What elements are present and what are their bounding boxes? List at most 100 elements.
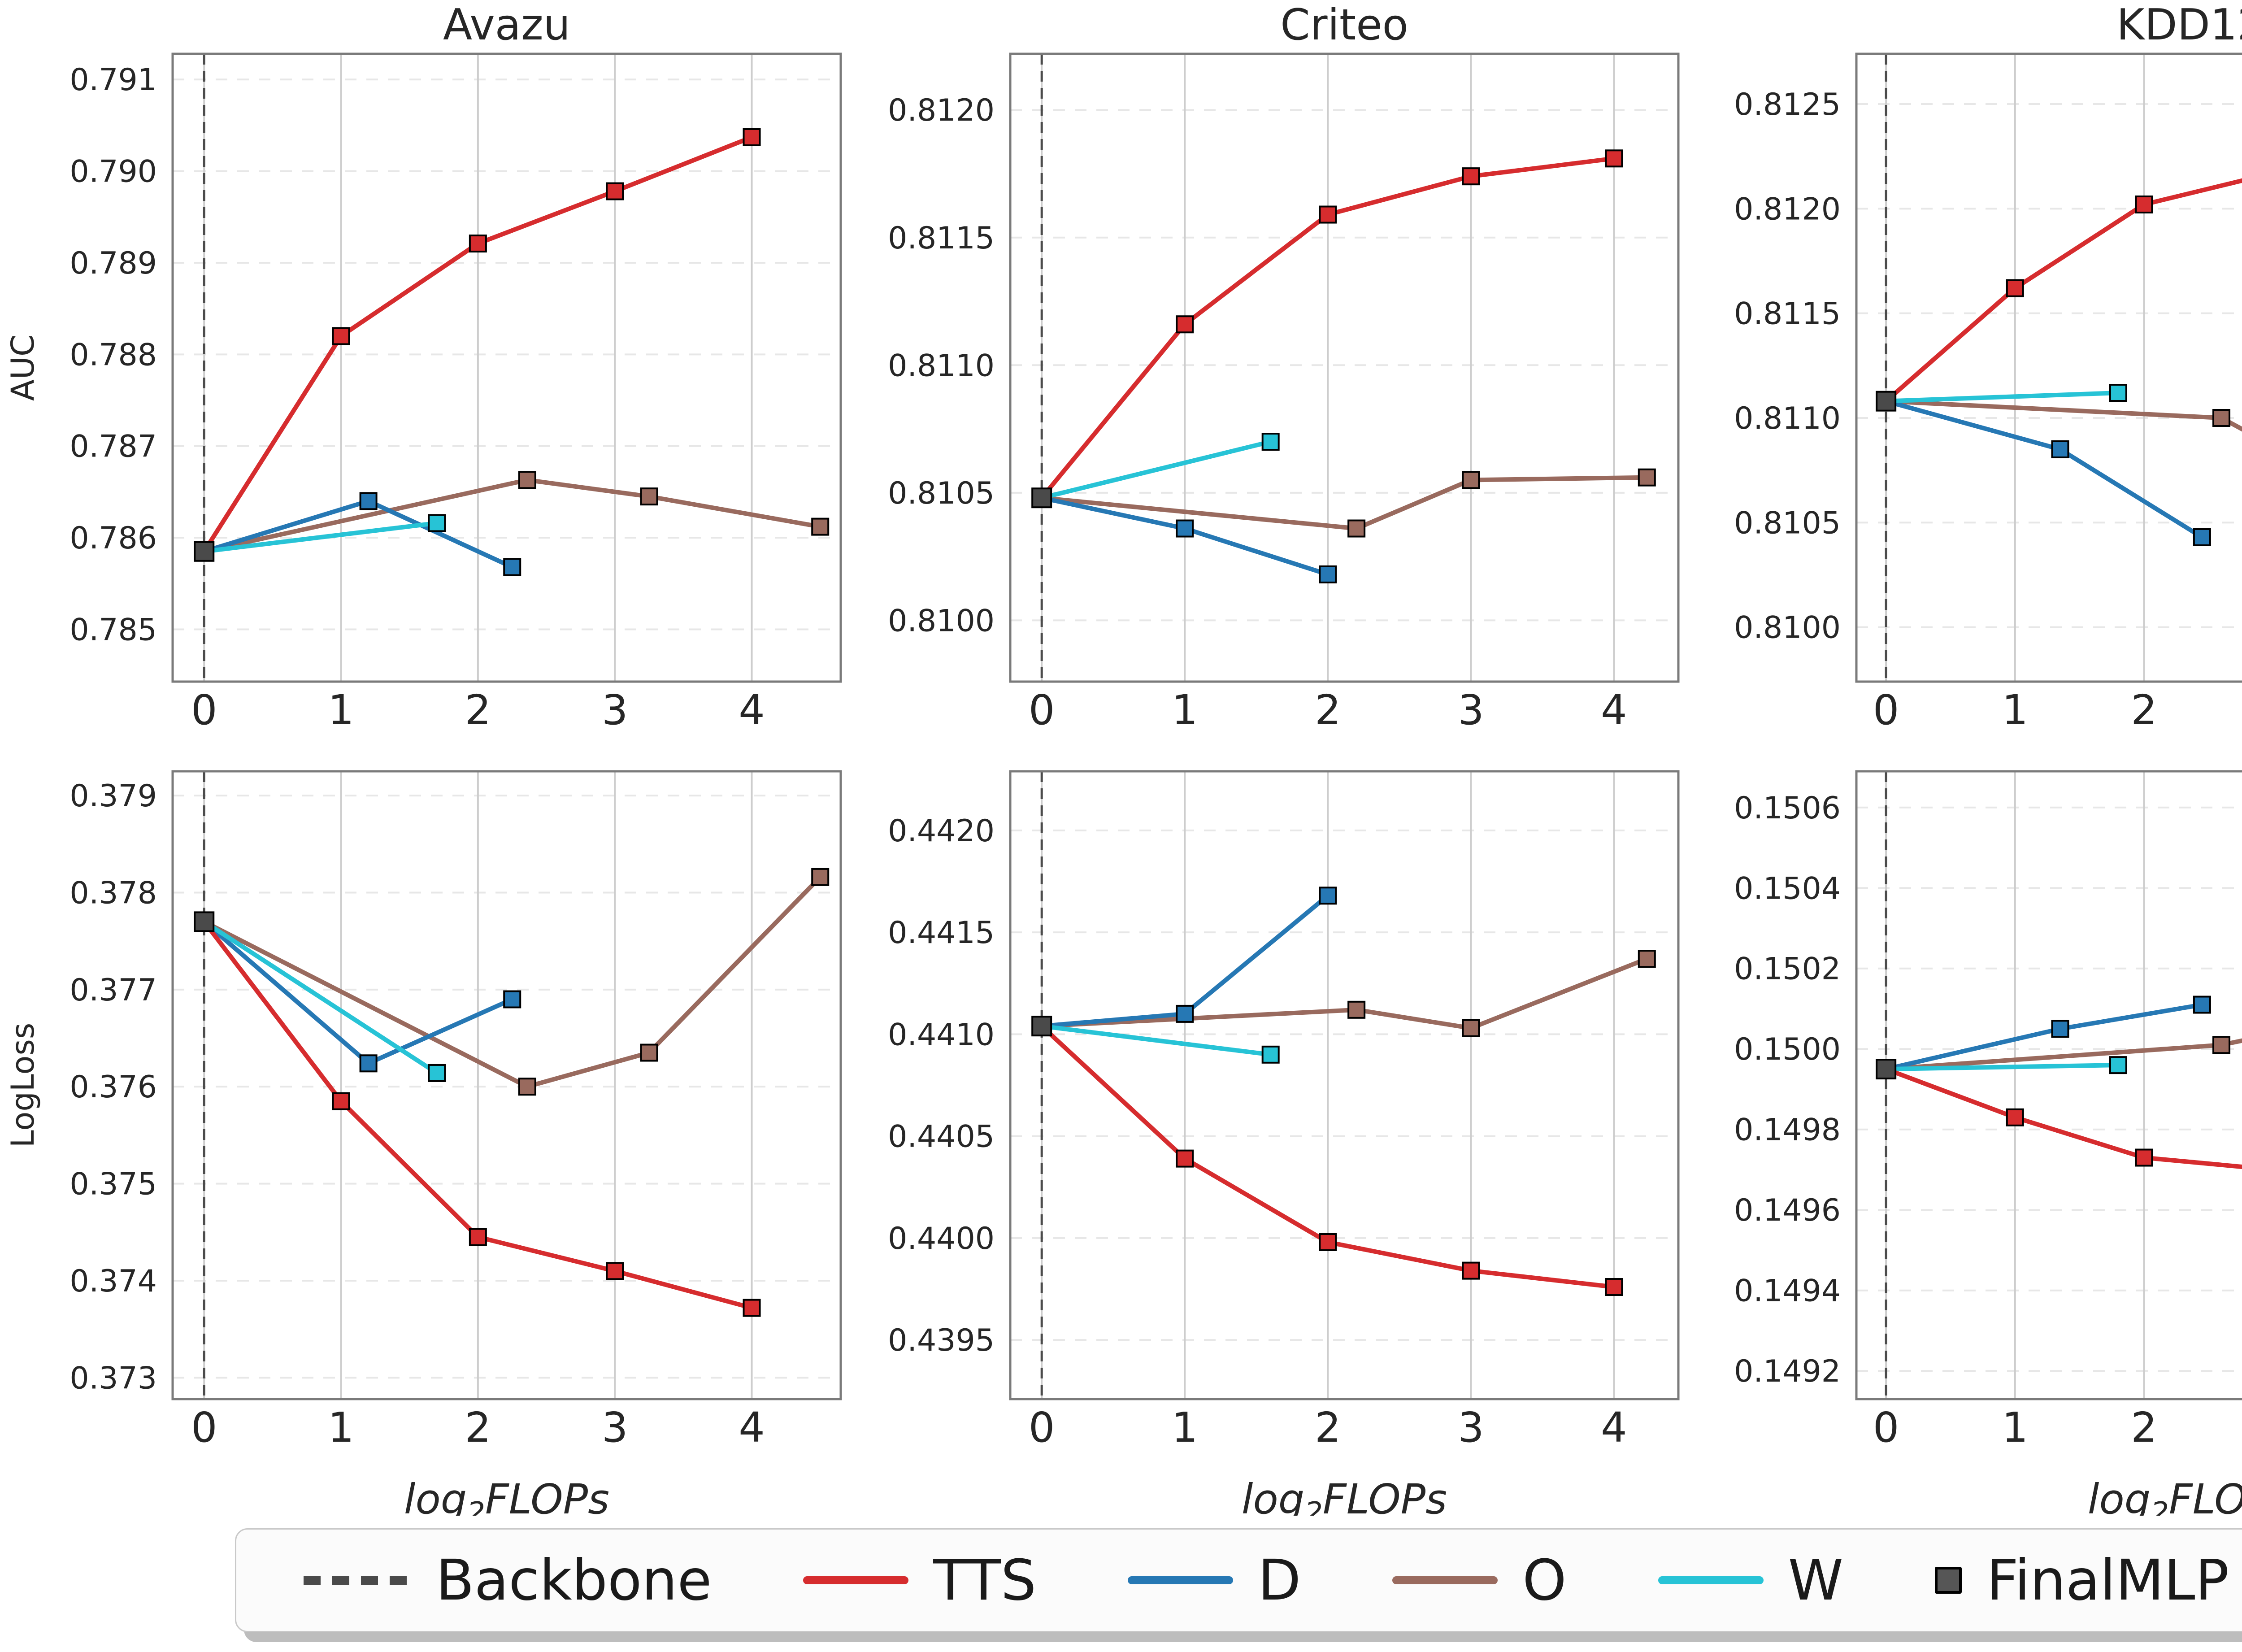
plot-criteo-logloss: 0.4395 0.4400 0.4405 0.4410 0.4415 0.4420 0 1 2 3… (888, 770, 1680, 1516)
x-tick-label: 1 (1172, 686, 1198, 734)
x-tick-label: 2 (1315, 686, 1341, 734)
y-tick-label: 0.1492 (1734, 1354, 1841, 1389)
data-point-D (359, 492, 378, 510)
backbone-dashed-line-icon (304, 1576, 411, 1585)
y-tick-label: 0.379 (70, 778, 157, 814)
y-tick-label: 0.1494 (1734, 1274, 1841, 1309)
data-point-FinalMLP-backbone (1876, 1059, 1897, 1080)
y-tick-label: 0.8110 (1734, 401, 1841, 436)
y-tick-label: 0.4420 (888, 813, 995, 849)
data-point-TTS (2135, 1148, 2153, 1167)
data-point-FinalMLP-backbone (194, 541, 215, 562)
plot-kdd12-logloss: 0.1492 0.1494 0.1496 0.1498 0.1500 0.1502 0.15… (1734, 770, 2242, 1516)
series-line-W (1884, 1063, 2120, 1072)
x-tick-label: 3 (1458, 686, 1484, 734)
data-point-O (518, 471, 536, 489)
data-point-FinalMLP-backbone (1031, 1016, 1052, 1037)
data-point-TTS (469, 1228, 487, 1246)
series-line-O (1884, 399, 2242, 432)
legend-item-backbone: Backbone (304, 1552, 712, 1609)
data-point-D (2193, 528, 2211, 546)
y-axis-label: LogLoss (4, 1023, 41, 1148)
y-tick-label: 0.8100 (1734, 610, 1841, 646)
y-tick-label: 0.8115 (888, 221, 995, 256)
y-tick-label: 0.787 (70, 429, 157, 465)
y-tick-label: 0.1506 (1734, 791, 1841, 826)
data-point-TTS (743, 128, 761, 146)
series-line-W (1039, 1024, 1273, 1057)
data-point-O (1462, 1019, 1480, 1037)
plot-avazu-logloss: 0.373 0.374 0.375 0.376 0.377 0.378 0.379 0 1 2 3 4… (4, 770, 842, 1516)
series-line-TTS (1884, 1067, 2242, 1169)
data-point-TTS (2135, 196, 2153, 213)
y-tick-label: 0.1496 (1734, 1193, 1841, 1228)
legend-item-o: O (1392, 1548, 1567, 1613)
data-point-TTS (332, 1092, 350, 1110)
series-line-TTS (1884, 178, 2242, 404)
y-tick-label: 0.4395 (888, 1323, 995, 1358)
data-point-W (1261, 433, 1280, 451)
data-point-D (359, 1054, 378, 1073)
y-tick-label: 0.789 (70, 246, 157, 281)
legend-item-d: D (1128, 1552, 1301, 1609)
legend-item-finalmlp: FinalMLP (1935, 1552, 2229, 1609)
x-tick-label: 0 (1873, 686, 1899, 734)
x-tick-label: 3 (1458, 1404, 1484, 1452)
y-tick-label: 0.8100 (888, 603, 995, 639)
data-point-TTS (2006, 279, 2024, 297)
x-tick-label: 0 (191, 686, 217, 734)
data-point-TTS (469, 235, 487, 253)
data-point-TTS (1462, 1261, 1480, 1280)
data-point-TTS (606, 182, 624, 200)
y-tick-label: 0.4400 (888, 1221, 995, 1256)
series-line-W (202, 521, 439, 554)
plot-kdd12-auc: 0.81000.81050.81100.81150.81200.81250123… (1734, 0, 2242, 734)
x-tick-label: 1 (328, 686, 354, 734)
data-point-TTS (1319, 205, 1337, 224)
data-point-O (1638, 950, 1656, 968)
data-point-TTS (1605, 1278, 1623, 1296)
data-point-FinalMLP-backbone (194, 911, 215, 932)
data-point-TTS (1605, 149, 1623, 168)
legend-item-w: W (1658, 1552, 1843, 1609)
x-tick-label: 3 (602, 686, 628, 734)
y-tick-label: 0.8115 (1734, 296, 1841, 332)
y-tick-label: 0.374 (70, 1264, 157, 1299)
data-point-O (640, 487, 658, 506)
data-point-W (2109, 1056, 2127, 1074)
data-point-TTS (743, 1299, 761, 1317)
y-tick-label: 0.4415 (888, 915, 995, 951)
plot-title: Avazu (443, 0, 570, 50)
x-tick-label: 1 (2002, 686, 2029, 734)
legend-label-finalmlp: FinalMLP (1986, 1548, 2229, 1613)
x-tick-label: 0 (1029, 686, 1055, 734)
axes-border (171, 52, 842, 683)
series-line-O (202, 478, 823, 554)
data-point-TTS (606, 1262, 624, 1280)
data-point-W (428, 1064, 446, 1082)
y-tick-label: 0.791 (70, 62, 157, 98)
plot-title: KDD12 (2116, 0, 2242, 50)
data-point-FinalMLP-backbone (1876, 391, 1897, 412)
data-point-D (503, 990, 521, 1009)
y-tick-label: 0.8110 (888, 348, 995, 383)
data-point-O (1638, 468, 1656, 487)
series-line-O (1039, 956, 1649, 1030)
x-axis-label: log2FLOPs (2088, 1475, 2242, 1516)
x-tick-label: 1 (2002, 1404, 2029, 1452)
d-line-icon (1128, 1576, 1234, 1584)
y-tick-label: 0.378 (70, 875, 157, 911)
x-tick-label: 3 (602, 1404, 628, 1452)
legend-label-backbone: Backbone (436, 1548, 712, 1613)
x-axis-label: log2FLOPs (404, 1475, 609, 1516)
legend: Backbone TTS D O W FinalMLP (235, 1528, 2242, 1632)
axes-border (171, 770, 842, 1400)
legend-label-o: O (1522, 1548, 1567, 1613)
series-line-W (1039, 439, 1273, 500)
x-tick-label: 0 (191, 1404, 217, 1452)
series-line-W (202, 919, 439, 1075)
series-line-W (1884, 391, 2120, 404)
x-tick-label: 4 (1601, 686, 1627, 734)
y-tick-label: 0.1504 (1734, 871, 1841, 906)
